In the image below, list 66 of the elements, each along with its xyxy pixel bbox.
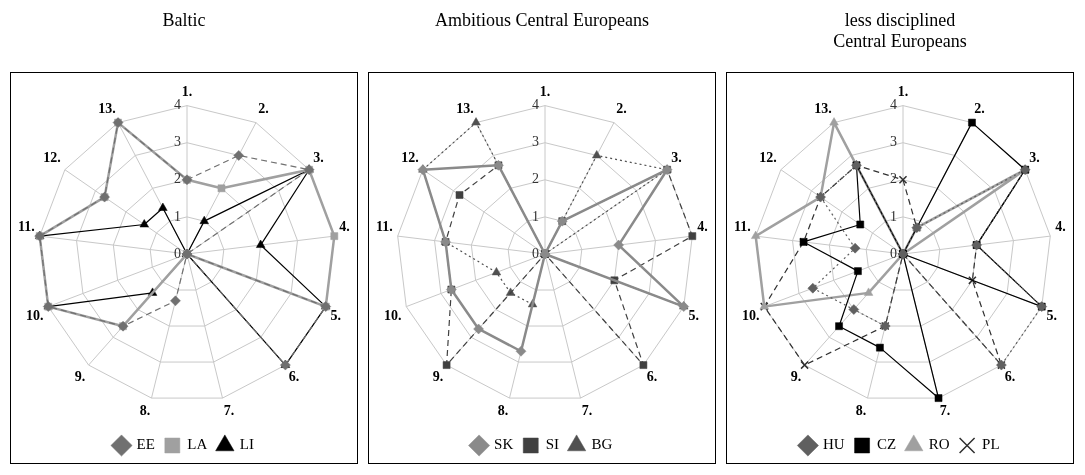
spoke-label: 12. — [759, 150, 777, 166]
spoke-label: 13. — [814, 101, 832, 117]
legend-label: SK — [494, 436, 514, 453]
legend-label: HU — [822, 436, 845, 453]
spoke-label: 13. — [456, 101, 474, 117]
legend-label: EE — [136, 436, 155, 453]
spoke-label: 7. — [223, 402, 235, 418]
spoke-label: 8. — [139, 402, 151, 418]
spoke-label: 10. — [26, 308, 44, 324]
spoke-label: 4. — [697, 218, 708, 234]
y-tick-label: 0 — [532, 245, 539, 261]
spoke-label: 1. — [897, 83, 909, 99]
spoke-label: 9. — [790, 368, 802, 384]
spoke-label: 4. — [1055, 218, 1066, 234]
legend-label: PL — [982, 436, 1000, 453]
spoke-label: 9. — [74, 368, 86, 384]
y-tick-label: 0 — [174, 245, 181, 261]
spoke-label: 10. — [742, 308, 760, 324]
spoke-label: 11. — [375, 218, 393, 234]
spoke-label: 7. — [581, 402, 593, 418]
spoke-label: 11. — [733, 218, 751, 234]
legend-label: LA — [187, 436, 208, 453]
spoke-label: 12. — [43, 150, 61, 166]
spoke-label: 10. — [384, 308, 402, 324]
chart-title: Ambitious Central Europeans — [435, 9, 649, 32]
spoke-label: 3. — [1029, 150, 1040, 166]
spoke-label: 2. — [974, 101, 985, 117]
spoke-label: 2. — [258, 101, 269, 117]
y-tick-label: 3 — [532, 134, 539, 150]
spoke-label: 12. — [401, 150, 419, 166]
chart-title: less disciplined Central Europeans — [833, 9, 967, 53]
y-tick-label: 3 — [890, 134, 897, 150]
spoke-label: 2. — [616, 101, 627, 117]
spoke-label: 11. — [17, 218, 35, 234]
spoke-label: 13. — [98, 101, 116, 117]
y-tick-label: 4 — [174, 97, 181, 113]
spoke-label: 8. — [497, 402, 509, 418]
chart-title: Baltic — [162, 9, 206, 32]
legend-label: SI — [545, 436, 560, 453]
spoke-label: 5. — [1046, 308, 1057, 324]
legend-label: RO — [928, 436, 950, 453]
spoke-label: 6. — [288, 368, 300, 384]
spoke-label: 1. — [181, 83, 193, 99]
y-tick-label: 3 — [174, 134, 181, 150]
spoke-label: 6. — [646, 368, 658, 384]
spoke-label: 9. — [432, 368, 444, 384]
y-tick-label: 1 — [890, 208, 897, 224]
y-tick-label: 0 — [890, 245, 897, 261]
y-tick-label: 4 — [532, 97, 539, 113]
spoke-label: 5. — [330, 308, 341, 324]
spoke-label: 8. — [855, 402, 867, 418]
y-tick-label: 2 — [174, 171, 181, 187]
y-tick-label: 1 — [532, 208, 539, 224]
legend-label: BG — [591, 436, 613, 453]
y-tick-label: 1 — [174, 208, 181, 224]
spoke-label: 7. — [939, 402, 951, 418]
y-tick-label: 2 — [532, 171, 539, 187]
spoke-label: 1. — [539, 83, 551, 99]
y-tick-label: 4 — [890, 97, 897, 113]
spoke-label: 4. — [339, 218, 350, 234]
legend-label: CZ — [877, 436, 897, 453]
spoke-label: 6. — [1004, 368, 1016, 384]
legend-label: LI — [239, 436, 254, 453]
spoke-label: 5. — [688, 308, 699, 324]
spoke-label: 3. — [313, 150, 324, 166]
spoke-label: 3. — [671, 150, 682, 166]
